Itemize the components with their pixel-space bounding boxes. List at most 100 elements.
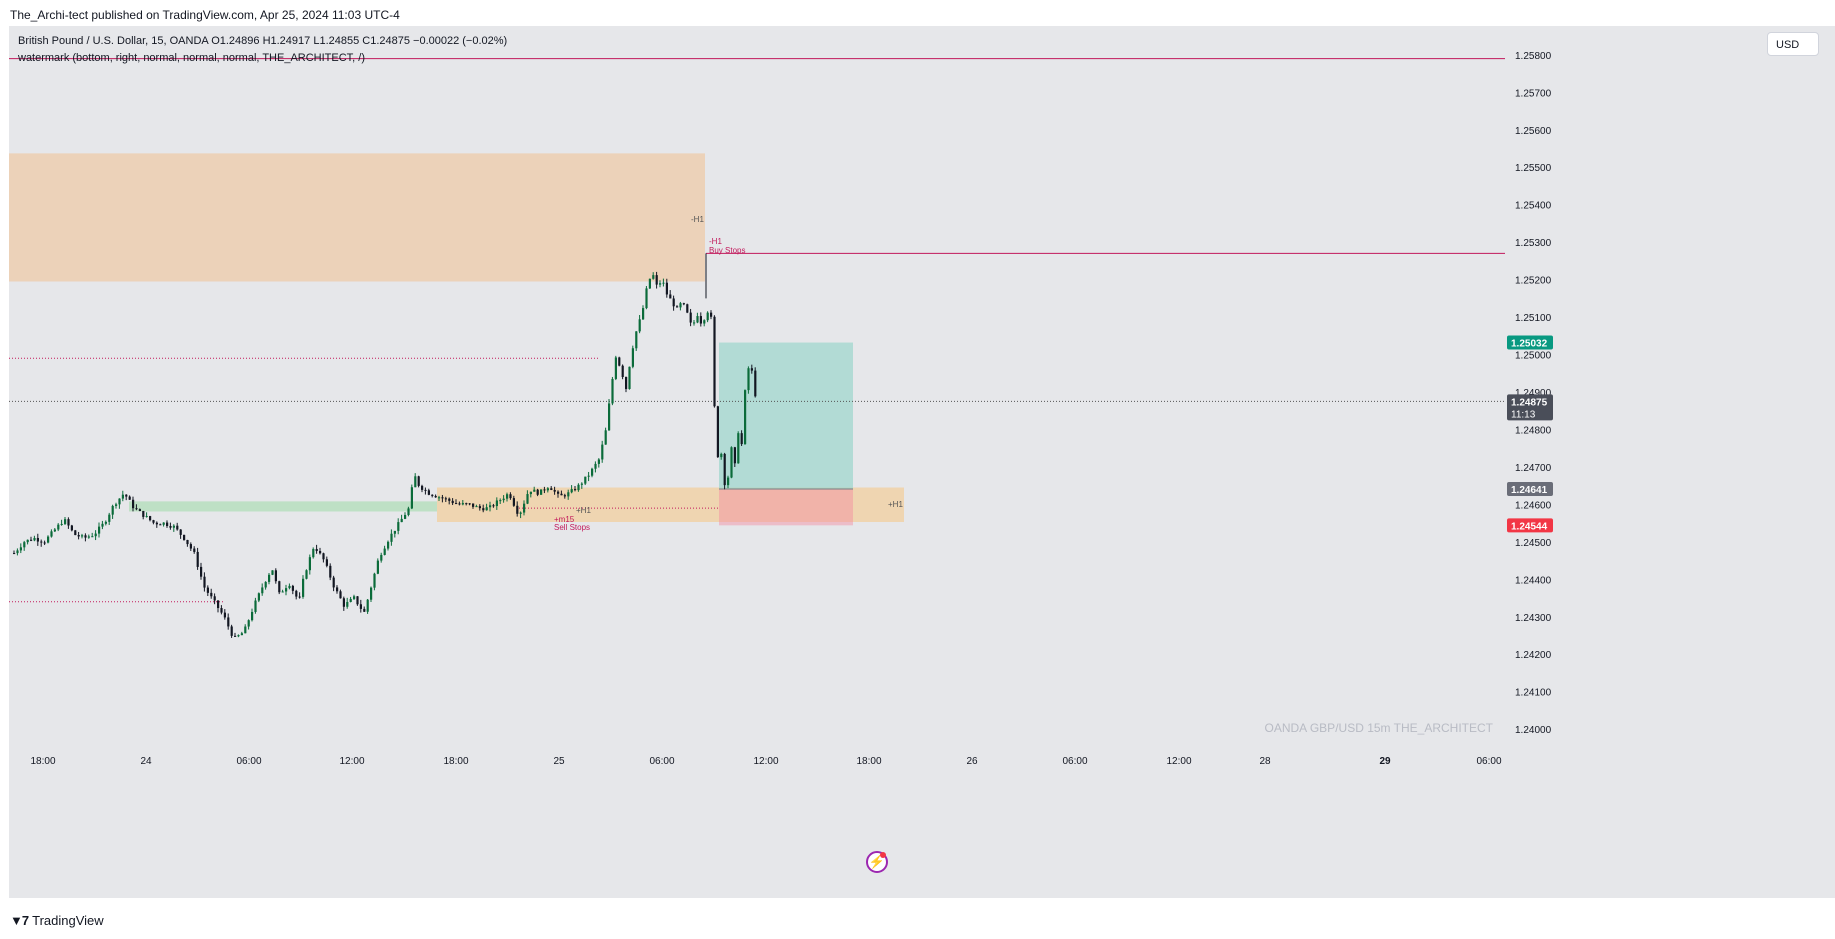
- candle-bull: [400, 518, 403, 523]
- candle-bull: [404, 514, 407, 519]
- candle-bull: [720, 453, 723, 458]
- price-tick: 1.25400: [1515, 201, 1552, 212]
- price-tick: 1.25600: [1515, 126, 1552, 137]
- candle-bear: [465, 503, 468, 505]
- candle-bull: [584, 476, 587, 484]
- candle-bull: [257, 593, 260, 601]
- candle-bull: [540, 489, 543, 495]
- candle-bear: [200, 566, 203, 577]
- candle-bear: [448, 498, 451, 501]
- candle-bull: [461, 503, 464, 505]
- candle-bear: [291, 585, 294, 591]
- candle-bear: [710, 312, 713, 317]
- candle-bull: [730, 447, 733, 478]
- candle-bull: [312, 548, 315, 558]
- candle-bull: [373, 573, 376, 588]
- candle-bear: [543, 489, 546, 491]
- candle-bull: [305, 570, 308, 579]
- candle-bear: [220, 608, 223, 613]
- candle-bear: [223, 612, 226, 618]
- position-target-area: [719, 342, 853, 490]
- candle-bear: [550, 488, 553, 490]
- candle-bull: [577, 484, 580, 491]
- candle-bear: [67, 519, 70, 526]
- candle-bull: [53, 529, 56, 532]
- candle-bull: [172, 525, 175, 528]
- candle-bull: [475, 506, 478, 508]
- time-tick: 06:00: [649, 756, 674, 767]
- candle-bear: [733, 447, 736, 464]
- candle-bear: [441, 497, 444, 499]
- candle-bear: [740, 433, 743, 445]
- candle-bull: [737, 433, 740, 464]
- candle-bull: [237, 635, 240, 637]
- chart-levels: [9, 58, 1505, 603]
- time-tick: 12:00: [1166, 756, 1191, 767]
- price-tick: 1.24400: [1515, 575, 1552, 586]
- label-buy-stops: Buy Stops: [709, 246, 745, 255]
- price-tick: 1.24200: [1515, 650, 1552, 661]
- price-label-box: [1507, 335, 1553, 350]
- candle-bull: [645, 288, 648, 309]
- label-minus-h1-red: -H1: [709, 237, 722, 246]
- candle-bull: [499, 500, 502, 502]
- candle-bear: [322, 553, 325, 560]
- candle-bull: [591, 468, 594, 476]
- candle-bear: [669, 294, 672, 299]
- candle-bear: [434, 495, 437, 498]
- candle-bear: [339, 591, 342, 599]
- candle-bear: [227, 617, 230, 627]
- candle-bear: [138, 509, 141, 511]
- candle-bull: [648, 278, 651, 289]
- candle-bear: [189, 544, 192, 549]
- candle-bear: [359, 604, 362, 609]
- watermark-text: OANDA GBP/USD 15m THE_ARCHITECT: [1265, 721, 1494, 735]
- candle-bull: [121, 494, 124, 499]
- candle-bull: [104, 521, 107, 524]
- candle-bull: [628, 366, 631, 389]
- candle-bear: [315, 548, 318, 552]
- candle-bull: [407, 508, 410, 515]
- candle-bull: [57, 524, 60, 530]
- candle-bear: [672, 298, 675, 307]
- candle-bear: [166, 522, 169, 526]
- time-tick: 29: [1379, 756, 1391, 767]
- time-axis: 18:00 24 06:00 12:00 18:00 25 06:00 12:00 18:00 2…: [30, 756, 1501, 767]
- time-tick: 25: [553, 756, 565, 767]
- candle-bull: [33, 537, 36, 541]
- candle-bull: [587, 475, 590, 477]
- candle-bull: [366, 599, 369, 612]
- candle-bull: [118, 498, 121, 505]
- candle-bull: [50, 531, 53, 537]
- candle-bull: [580, 483, 583, 485]
- price-tick: 1.25100: [1515, 313, 1552, 324]
- time-tick: 06:00: [236, 756, 261, 767]
- tradingview-logo[interactable]: ▼7 TradingView: [10, 913, 104, 928]
- price-tick: 1.25300: [1515, 238, 1552, 249]
- candle-bull: [604, 430, 607, 445]
- candle-bear: [509, 494, 512, 499]
- candle-bear: [179, 529, 182, 535]
- candle-bull: [302, 578, 305, 597]
- candle-bear: [319, 551, 322, 554]
- candle-bull: [635, 331, 638, 349]
- candle-bear: [217, 600, 220, 609]
- candle-bull: [108, 514, 111, 522]
- candle-bear: [278, 581, 281, 593]
- price-tick: 1.25200: [1515, 276, 1552, 287]
- candle-bear: [560, 493, 563, 496]
- candle-bear: [169, 525, 172, 528]
- candles: [13, 271, 757, 638]
- candle-bull: [383, 548, 386, 555]
- candle-bear: [451, 500, 454, 504]
- candle-bull: [271, 570, 274, 575]
- price-label-box: [1507, 394, 1553, 421]
- candle-bull: [98, 526, 101, 534]
- candle-bull: [94, 533, 97, 537]
- chart-zones: [9, 153, 904, 526]
- candle-bear: [196, 551, 199, 567]
- candle-bear: [186, 539, 189, 545]
- candle-bear: [492, 505, 495, 507]
- currency-button[interactable]: USD: [1767, 32, 1819, 56]
